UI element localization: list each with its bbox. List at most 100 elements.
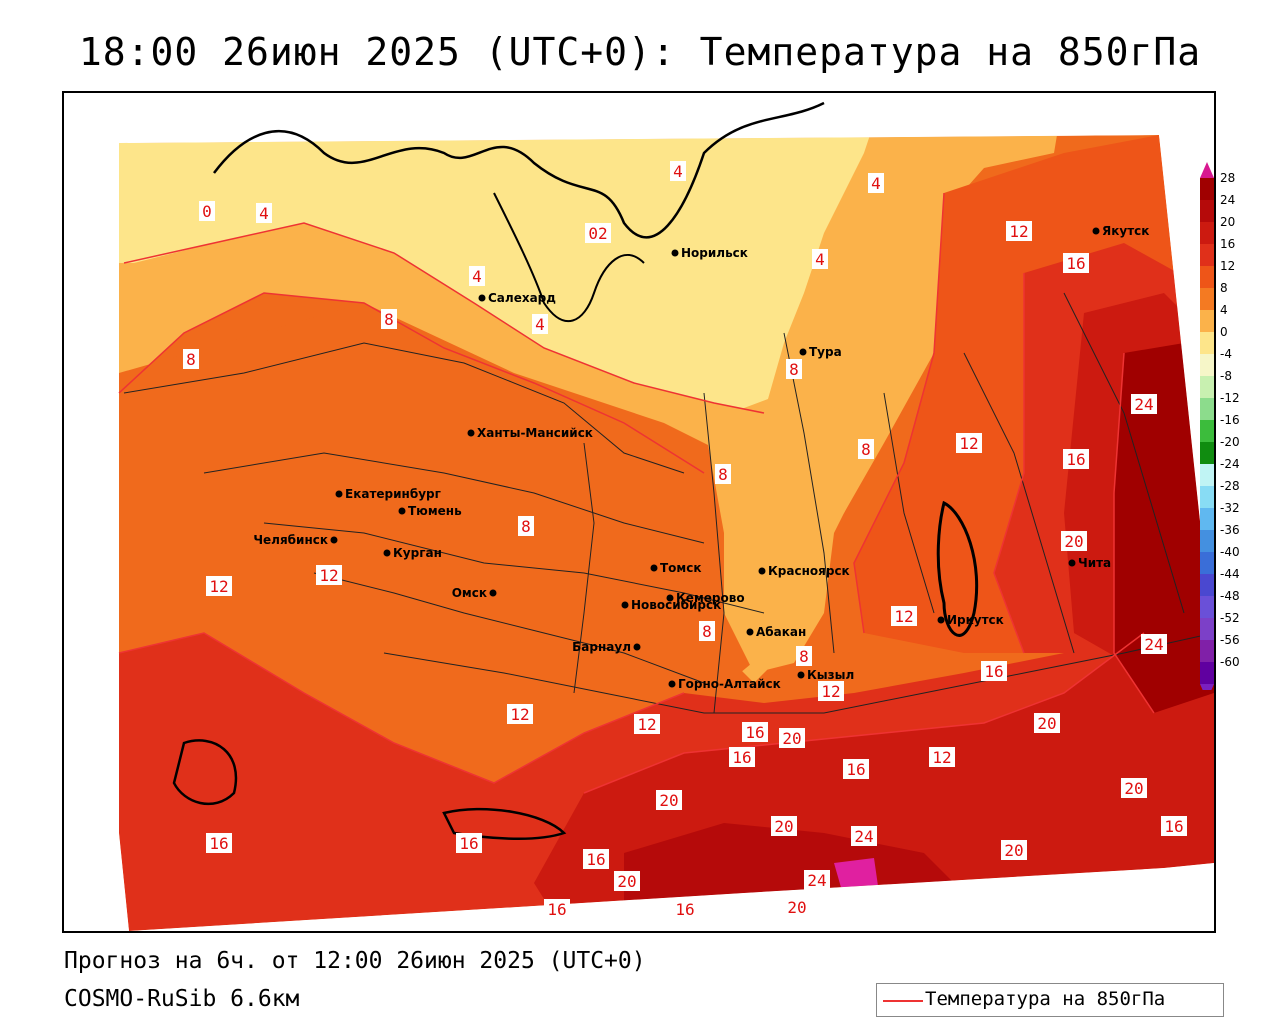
contour-label: 16	[1164, 817, 1183, 836]
temperature-map[interactable]: 0 4 4 4 02 4 4 4 8 12 16 8 8 24 12 16 8 8 20 12 12 12 8 8 24 12 12…	[62, 91, 1216, 933]
contour-label-box	[742, 722, 768, 742]
city-label: Тура	[809, 345, 842, 359]
contour-label-box	[804, 870, 830, 890]
legend-tick-label: -60	[1220, 655, 1240, 669]
city-label: Красноярск	[768, 564, 850, 578]
contour-label: 02	[588, 224, 607, 243]
legend-swatch	[1200, 376, 1214, 398]
contour-label: 16	[586, 850, 605, 869]
contour-label-box	[858, 439, 874, 459]
contour-label: 4	[535, 315, 545, 334]
contour-label-box	[715, 464, 731, 484]
contour-label-box	[891, 606, 917, 626]
contour-label-box	[381, 309, 397, 329]
city-marker	[335, 490, 343, 498]
city-marker	[668, 680, 676, 688]
city-label: Чита	[1078, 556, 1111, 570]
contour-label: 4	[673, 162, 683, 181]
legend-tick-label: -8	[1220, 369, 1232, 383]
contour-label: 16	[1066, 450, 1085, 469]
contour-label-box	[456, 833, 482, 853]
contour-label: 20	[617, 872, 636, 891]
aral-sea	[172, 739, 238, 806]
contour-label-box	[507, 704, 533, 724]
legend-swatch	[1200, 442, 1214, 464]
contour-label-box	[206, 576, 232, 596]
contour-label: 12	[1009, 222, 1028, 241]
city-marker	[633, 643, 641, 651]
city-marker	[383, 549, 391, 557]
city-label: Екатеринбург	[345, 487, 441, 501]
legend-swatch	[1200, 200, 1214, 222]
legend-tick-label: -36	[1220, 523, 1240, 537]
contour-label: 24	[1134, 395, 1153, 414]
contour-label-box	[1001, 840, 1027, 860]
map-title: 18:00 26июн 2025 (UTC+0): Температура на…	[78, 30, 1202, 74]
contour-label: 12	[894, 607, 913, 626]
legend-swatch	[1200, 486, 1214, 508]
contour-label-box	[851, 826, 877, 846]
legend-swatch	[1200, 398, 1214, 420]
city-label: Кемерово	[676, 591, 745, 605]
contour-label: 8	[186, 350, 196, 369]
contour-label-box	[779, 728, 805, 748]
contour-label-box	[699, 621, 715, 641]
contour-label-box	[1061, 531, 1087, 551]
admin-boundaries	[123, 292, 1214, 714]
contour-label: 16	[459, 834, 478, 853]
contour-label-box	[183, 349, 199, 369]
city-marker	[398, 507, 406, 515]
contour-label: 8	[799, 647, 809, 666]
contour-label-box	[784, 897, 810, 917]
contour-label: 16	[732, 748, 751, 767]
legend-swatch	[1200, 332, 1214, 354]
contour-label: 16	[984, 662, 1003, 681]
contour-label: 8	[521, 517, 531, 536]
city-label: Салехард	[488, 291, 556, 305]
contour-label-box	[670, 161, 686, 181]
contour-label: 24	[854, 827, 873, 846]
city-label: Тюмень	[408, 504, 462, 518]
legend-swatch	[1200, 244, 1214, 266]
contour-label-box	[786, 359, 802, 379]
contour-label-box	[818, 681, 844, 701]
contour-label-box	[796, 646, 812, 666]
legend-tick-label: -44	[1220, 567, 1240, 581]
city-marker	[489, 589, 497, 597]
contour-label: 4	[871, 174, 881, 193]
forecast-info: Прогноз на 6ч. от 12:00 26июн 2025 (UTC+…	[64, 948, 646, 974]
city-marker	[937, 616, 945, 624]
contour-label: 12	[932, 748, 951, 767]
legend-tick-label: -48	[1220, 589, 1240, 603]
contour-label: 12	[959, 434, 978, 453]
city-label: Курган	[393, 546, 442, 560]
legend-tick-label: -32	[1220, 501, 1240, 515]
city-label: Абакан	[756, 625, 806, 639]
contour-label: 12	[821, 682, 840, 701]
legend-tick-label: -52	[1220, 611, 1240, 625]
legend-swatch	[1200, 530, 1214, 552]
city-marker	[799, 348, 807, 356]
contour-label-box	[532, 314, 548, 334]
contour-label-box	[1063, 449, 1089, 469]
contour-label: 12	[319, 566, 338, 585]
contour-label-box	[544, 899, 570, 919]
contour-label-box	[199, 201, 215, 221]
contour-label: 12	[637, 715, 656, 734]
city-marker	[746, 628, 754, 636]
zone-8-tongue	[704, 393, 864, 673]
contour-label: 20	[782, 729, 801, 748]
legend-swatch	[1200, 640, 1214, 662]
city-label: Челябинск	[253, 533, 328, 547]
contour-label-box	[634, 714, 660, 734]
legend-tick-label: -12	[1220, 391, 1240, 405]
contour-label-box	[981, 661, 1007, 681]
legend-tick-label: -56	[1220, 633, 1240, 647]
city-label: Новосибирск	[631, 598, 721, 612]
city-marker	[621, 601, 629, 609]
legend-tick-label: -4	[1220, 347, 1232, 361]
zone-24-east	[1114, 343, 1214, 713]
contour-label-box	[583, 849, 609, 869]
city-marker	[1068, 559, 1076, 567]
city-marker	[330, 536, 338, 544]
